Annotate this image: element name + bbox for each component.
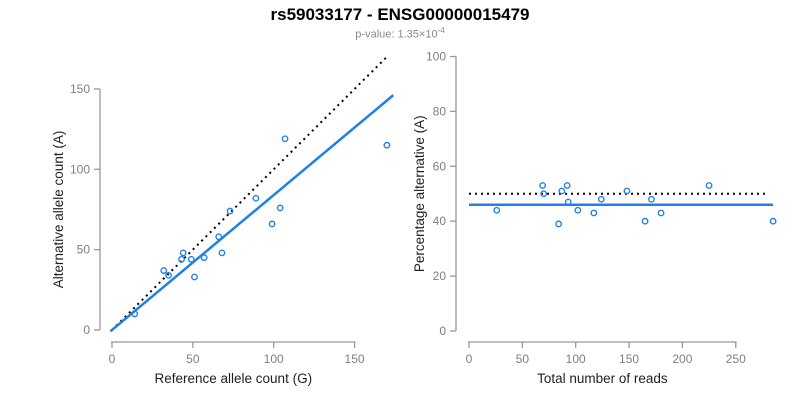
x-tick-label: 50 xyxy=(186,352,200,366)
y-tick-label: 80 xyxy=(433,104,447,118)
data-point xyxy=(281,135,289,143)
data-point xyxy=(191,273,198,281)
data-point xyxy=(623,187,631,195)
y-axis-title: Percentage alternative (A) xyxy=(412,115,427,272)
y-tick-label: 60 xyxy=(433,159,447,173)
y-tick-label: 100 xyxy=(426,50,446,64)
x-tick-label: 150 xyxy=(619,352,639,366)
data-point xyxy=(540,190,548,198)
data-point xyxy=(574,206,582,214)
data-point xyxy=(657,209,665,217)
left-plot: 0 50 100 150 0 50 100 150 Reference allele count… xyxy=(51,56,395,386)
x-tick-label: 200 xyxy=(672,352,692,366)
data-point xyxy=(200,254,208,262)
x-tick-label: 150 xyxy=(345,352,365,366)
x-tick-label: 0 xyxy=(466,352,473,366)
data-point xyxy=(590,209,598,217)
x-axis-title: Reference allele count (G) xyxy=(154,371,312,386)
data-point xyxy=(539,182,547,189)
y-tick-label: 0 xyxy=(83,323,90,337)
y-tick-label: 100 xyxy=(70,162,90,176)
data-point xyxy=(226,207,234,215)
identity-line xyxy=(111,56,388,331)
data-point xyxy=(252,194,260,202)
data-point xyxy=(178,255,185,263)
data-point xyxy=(179,249,187,257)
data-point xyxy=(705,182,713,189)
data-point xyxy=(131,310,139,318)
y-tick-label: 150 xyxy=(70,82,90,96)
data-point xyxy=(641,217,649,225)
x-tick-label: 100 xyxy=(566,352,586,366)
y-tick-label: 40 xyxy=(433,214,447,228)
data-point xyxy=(218,249,226,257)
data-point xyxy=(165,271,172,279)
x-tick-label: 0 xyxy=(109,352,116,366)
y-axis-title: Alternative allele count (A) xyxy=(51,131,66,289)
x-axis-title: Total number of reads xyxy=(537,371,668,386)
figure-subtitle: p-value: 1.35×10-4 xyxy=(0,26,800,41)
right-plot: 0 20 40 60 80 100 0 50 100 150 200 250 Total number … xyxy=(412,50,777,386)
data-point xyxy=(383,141,391,149)
data-point xyxy=(564,198,572,206)
data-point xyxy=(555,220,563,228)
y-tick-label: 0 xyxy=(439,324,446,338)
pvalue-text: p-value: 1.35×10 xyxy=(355,28,438,41)
y-tick-label: 50 xyxy=(77,243,91,257)
data-point xyxy=(769,217,777,225)
data-point xyxy=(563,182,571,189)
data-point xyxy=(597,195,605,203)
pvalue-exponent: -4 xyxy=(437,26,445,35)
data-point xyxy=(187,255,195,263)
data-point xyxy=(268,220,276,228)
figure-title: rs59033177 - ENSG00000015479 xyxy=(270,5,530,24)
data-point xyxy=(276,204,284,212)
x-tick-label: 250 xyxy=(726,352,746,366)
regression-line xyxy=(109,94,395,333)
data-point xyxy=(558,187,566,195)
data-point xyxy=(493,206,501,214)
x-tick-label: 50 xyxy=(516,352,530,366)
data-point xyxy=(648,195,655,203)
data-point xyxy=(215,233,223,241)
x-tick-label: 100 xyxy=(264,352,284,366)
data-point xyxy=(160,267,168,274)
y-tick-label: 20 xyxy=(433,269,447,283)
